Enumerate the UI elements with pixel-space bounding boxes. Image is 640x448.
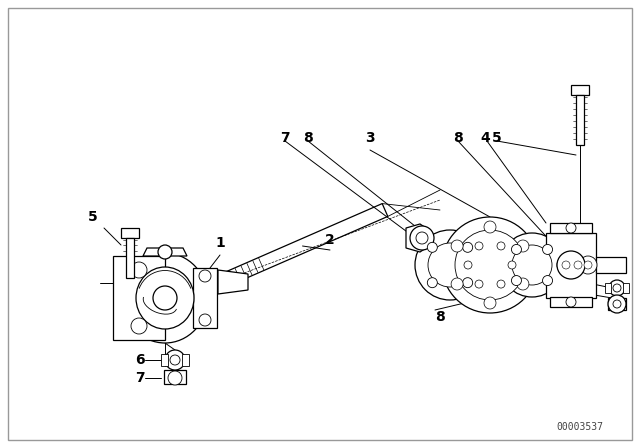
Circle shape — [566, 297, 576, 307]
Circle shape — [512, 245, 552, 285]
Text: 8: 8 — [453, 131, 463, 145]
Bar — [113, 256, 165, 340]
Polygon shape — [143, 248, 187, 256]
Text: 7: 7 — [136, 371, 145, 385]
Circle shape — [428, 243, 472, 287]
Bar — [126, 238, 134, 278]
Bar — [161, 354, 168, 366]
Circle shape — [442, 217, 538, 313]
Ellipse shape — [122, 253, 207, 343]
Circle shape — [579, 256, 597, 274]
Text: 7: 7 — [468, 251, 478, 265]
Circle shape — [428, 242, 437, 252]
Circle shape — [543, 245, 552, 254]
Circle shape — [517, 240, 529, 252]
Text: 1: 1 — [215, 236, 225, 250]
Circle shape — [497, 280, 505, 288]
Circle shape — [511, 276, 522, 285]
Circle shape — [451, 240, 463, 252]
Circle shape — [168, 371, 182, 385]
Circle shape — [484, 221, 496, 233]
Circle shape — [455, 230, 525, 300]
Circle shape — [517, 278, 529, 290]
Circle shape — [609, 280, 625, 296]
Text: 8: 8 — [435, 310, 445, 324]
Text: 5: 5 — [88, 210, 98, 224]
Bar — [546, 233, 596, 298]
Bar — [608, 298, 626, 310]
Circle shape — [410, 226, 434, 250]
Bar — [596, 257, 626, 273]
Circle shape — [500, 233, 564, 297]
Circle shape — [569, 256, 587, 274]
Circle shape — [557, 256, 575, 274]
Bar — [576, 95, 584, 145]
Polygon shape — [217, 203, 388, 289]
Circle shape — [484, 297, 496, 309]
Circle shape — [416, 232, 428, 244]
Bar — [182, 354, 189, 366]
Text: 6: 6 — [136, 353, 145, 367]
Circle shape — [131, 318, 147, 334]
Text: 2: 2 — [325, 233, 335, 247]
Polygon shape — [406, 224, 426, 252]
Circle shape — [199, 314, 211, 326]
Text: 8: 8 — [303, 131, 313, 145]
Circle shape — [415, 230, 485, 300]
Text: 4: 4 — [480, 131, 490, 145]
Bar — [121, 228, 139, 238]
Bar — [550, 297, 592, 307]
Circle shape — [428, 278, 437, 288]
Circle shape — [497, 242, 505, 250]
Circle shape — [464, 261, 472, 269]
Bar — [571, 85, 589, 95]
Text: 3: 3 — [365, 131, 375, 145]
Text: 00003537: 00003537 — [557, 422, 604, 432]
Circle shape — [584, 261, 592, 269]
Circle shape — [199, 270, 211, 282]
Bar — [623, 283, 629, 293]
Circle shape — [613, 300, 621, 308]
Circle shape — [475, 280, 483, 288]
Text: 7: 7 — [280, 131, 290, 145]
Circle shape — [557, 251, 585, 279]
Circle shape — [463, 278, 473, 288]
Bar — [605, 283, 611, 293]
Circle shape — [463, 242, 473, 252]
Circle shape — [574, 261, 582, 269]
Ellipse shape — [136, 267, 194, 329]
Circle shape — [475, 242, 483, 250]
Text: 5: 5 — [492, 131, 502, 145]
Polygon shape — [193, 268, 217, 328]
Circle shape — [543, 276, 552, 285]
Circle shape — [508, 261, 516, 269]
Circle shape — [451, 278, 463, 290]
Circle shape — [165, 350, 185, 370]
Circle shape — [153, 286, 177, 310]
Circle shape — [170, 355, 180, 365]
Circle shape — [608, 295, 626, 313]
Polygon shape — [218, 270, 248, 294]
Circle shape — [613, 284, 621, 292]
Text: 6: 6 — [468, 235, 478, 249]
Circle shape — [562, 261, 570, 269]
Circle shape — [511, 245, 522, 254]
Circle shape — [566, 223, 576, 233]
Circle shape — [131, 262, 147, 278]
Bar — [550, 223, 592, 233]
Bar — [164, 370, 186, 384]
Circle shape — [158, 245, 172, 259]
